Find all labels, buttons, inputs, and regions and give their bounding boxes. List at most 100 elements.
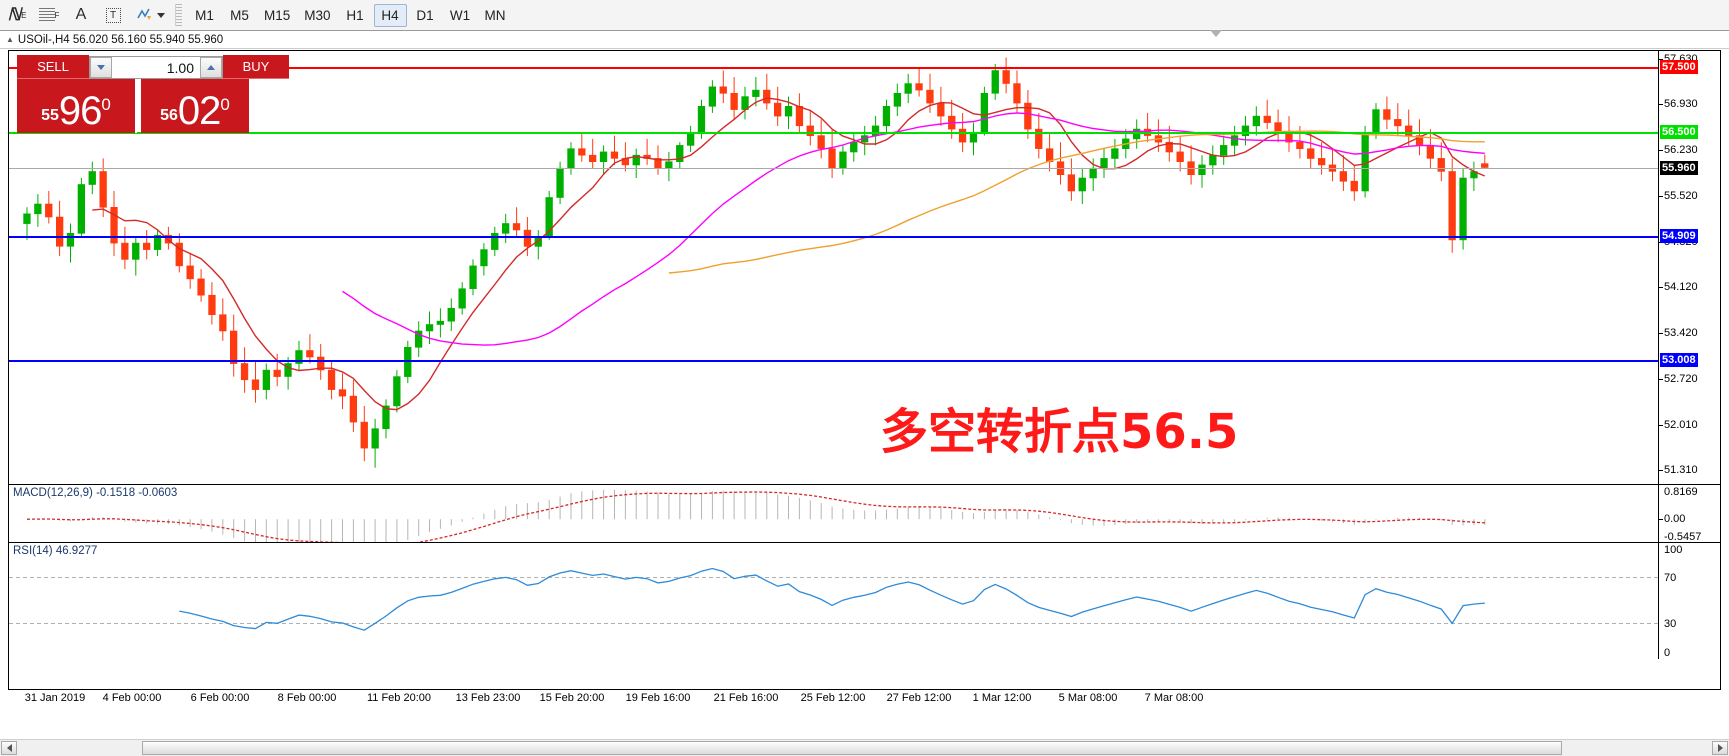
rsi-series xyxy=(9,567,1660,631)
timeframe-m1[interactable]: M1 xyxy=(195,7,214,23)
price-tick-label: 56.230 xyxy=(1664,143,1698,156)
price-tick-label: 55.520 xyxy=(1664,190,1698,203)
timeframe-m30[interactable]: M30 xyxy=(304,7,331,23)
rsi-tick-label: 30 xyxy=(1664,617,1677,630)
volume-increment-button[interactable] xyxy=(200,57,222,78)
time-tick-label: 19 Feb 16:00 xyxy=(625,692,691,704)
time-tick-label: 31 Jan 2019 xyxy=(24,692,86,704)
scroll-left-button[interactable] xyxy=(1,741,17,755)
chart-top-handle[interactable] xyxy=(1210,30,1222,38)
text-tool-icon[interactable]: A xyxy=(75,6,87,23)
price-tick-label: 56.930 xyxy=(1664,98,1698,111)
one-click-trading-panel: SELL 1.00 BUY 55 96 0 56 02 0 xyxy=(17,55,289,133)
last-price-tag[interactable]: 55.960 xyxy=(1660,160,1698,175)
time-tick-label: 27 Feb 12:00 xyxy=(886,692,952,704)
macd-plot-area[interactable] xyxy=(9,485,1720,542)
pivot-tag[interactable]: 56.500 xyxy=(1660,125,1698,140)
support-tag-2[interactable]: 53.008 xyxy=(1660,352,1698,367)
price-tick-label: 52.010 xyxy=(1664,418,1698,431)
rsi-tick-label: 70 xyxy=(1664,571,1677,584)
timeframe-d1[interactable]: D1 xyxy=(416,7,434,23)
price-tick xyxy=(1659,196,1663,198)
sell-button[interactable]: SELL xyxy=(17,55,89,79)
sell-price-fraction: 0 xyxy=(101,95,111,114)
sell-price-display[interactable]: 55 96 0 xyxy=(17,79,137,133)
horizontal-scrollbar[interactable] xyxy=(0,739,1729,756)
time-tick-label: 8 Feb 00:00 xyxy=(277,692,337,704)
macd-pane[interactable]: MACD(12,26,9) -0.1518 -0.0603 0.8169 0.00… xyxy=(9,485,1720,543)
time-tick-label: 15 Feb 20:00 xyxy=(539,692,605,704)
resistance-tag[interactable]: 57.500 xyxy=(1660,60,1698,75)
time-tick-label: 21 Feb 16:00 xyxy=(713,692,779,704)
rsi-tick-label: 100 xyxy=(1664,544,1683,556)
rsi-title: RSI(14) 46.9277 xyxy=(13,545,98,557)
macd-axis: 0.8169 0.00 -0.5457 xyxy=(1658,485,1720,543)
price-tick xyxy=(1659,104,1663,106)
buy-button[interactable]: BUY xyxy=(223,55,289,79)
timeframe-h1[interactable]: H1 xyxy=(346,7,364,23)
time-tick-label: 11 Feb 20:00 xyxy=(366,692,432,704)
time-axis: 31 Jan 2019 4 Feb 00:00 6 Feb 00:00 8 Feb 0… xyxy=(8,690,1721,710)
chart-annotation-text: 多空转折点56.5 xyxy=(880,404,1239,460)
time-tick-label: 6 Feb 00:00 xyxy=(190,692,250,704)
volume-stepper[interactable]: 1.00 xyxy=(89,56,223,79)
support-line-2[interactable] xyxy=(9,358,1720,364)
price-tick xyxy=(1659,287,1663,289)
rsi-tick-label: 0 xyxy=(1664,647,1671,659)
macd-tick-label: -0.5457 xyxy=(1664,531,1702,543)
scrollbar-thumb[interactable] xyxy=(142,741,1562,755)
price-pane[interactable]: 57.63056.93056.23055.52054.82054.12053.4… xyxy=(9,51,1720,485)
price-tick xyxy=(1659,332,1663,334)
sell-price-pips: 96 xyxy=(58,89,102,133)
objects-dropdown-button[interactable] xyxy=(130,2,170,28)
volume-value[interactable]: 1.00 xyxy=(166,59,194,76)
price-tick xyxy=(1659,58,1663,60)
price-tick xyxy=(1659,470,1663,472)
rsi-axis: 100 70 30 0 xyxy=(1658,543,1720,659)
symbol-ohlc-text: USOil-,H4 56.020 56.160 55.940 55.960 xyxy=(17,33,224,46)
price-axis[interactable]: 57.63056.93056.23055.52054.82054.12053.4… xyxy=(1658,51,1720,484)
collapse-triangle-icon[interactable]: ▲ xyxy=(6,35,14,44)
timeframe-m5[interactable]: M5 xyxy=(230,7,249,23)
timeframe-m15[interactable]: M15 xyxy=(264,7,291,23)
timeframe-h4[interactable]: H4 xyxy=(373,3,407,27)
time-tick-label: 13 Feb 23:00 xyxy=(455,692,521,704)
price-tick-label: 51.310 xyxy=(1664,464,1698,477)
price-tick xyxy=(1659,378,1663,380)
price-tick-label: 54.120 xyxy=(1664,281,1698,294)
price-tick-label: 53.420 xyxy=(1664,326,1698,339)
chart-frame: 57.63056.93056.23055.52054.82054.12053.4… xyxy=(8,50,1721,690)
symbol-info-bar: ▲ USOil-,H4 56.020 56.160 55.940 55.960 xyxy=(0,31,1729,49)
price-plot-area[interactable] xyxy=(9,51,1720,484)
rsi-pane[interactable]: RSI(14) 46.9277 100 70 30 0 xyxy=(9,543,1720,659)
time-tick-label: 1 Mar 12:00 xyxy=(972,692,1032,704)
sell-price-integer: 55 xyxy=(41,107,59,124)
macd-tick-label: 0.00 xyxy=(1664,513,1686,526)
time-tick-label: 7 Mar 08:00 xyxy=(1144,692,1204,704)
time-tick-label: 5 Mar 08:00 xyxy=(1058,692,1118,704)
buy-price-integer: 56 xyxy=(160,107,178,124)
macd-tick xyxy=(1659,519,1663,521)
rsi-plot-area[interactable] xyxy=(9,543,1720,659)
price-tick xyxy=(1659,424,1663,426)
price-tick xyxy=(1659,149,1663,151)
volume-decrement-button[interactable] xyxy=(90,57,112,78)
buy-price-display[interactable]: 56 02 0 xyxy=(141,79,249,133)
price-tick-label: 52.720 xyxy=(1664,372,1698,385)
support-line-1[interactable] xyxy=(9,234,1720,240)
macd-title: MACD(12,26,9) -0.1518 -0.0603 xyxy=(13,487,178,499)
resistance-line[interactable] xyxy=(9,67,1720,70)
label-tool-icon[interactable]: T xyxy=(98,2,128,28)
chevron-down-icon[interactable] xyxy=(156,12,165,18)
timeframe-mn[interactable]: MN xyxy=(484,7,506,23)
candlestick-series xyxy=(23,57,1489,468)
buy-price-fraction: 0 xyxy=(220,95,230,114)
scroll-right-button[interactable] xyxy=(1712,741,1728,755)
timeframe-w1[interactable]: W1 xyxy=(449,7,471,23)
grid-icon[interactable]: F xyxy=(34,2,64,28)
last-price-line[interactable] xyxy=(9,167,1720,169)
support-tag-1[interactable]: 54.909 xyxy=(1660,228,1698,243)
time-tick-label: 4 Feb 00:00 xyxy=(102,692,162,704)
